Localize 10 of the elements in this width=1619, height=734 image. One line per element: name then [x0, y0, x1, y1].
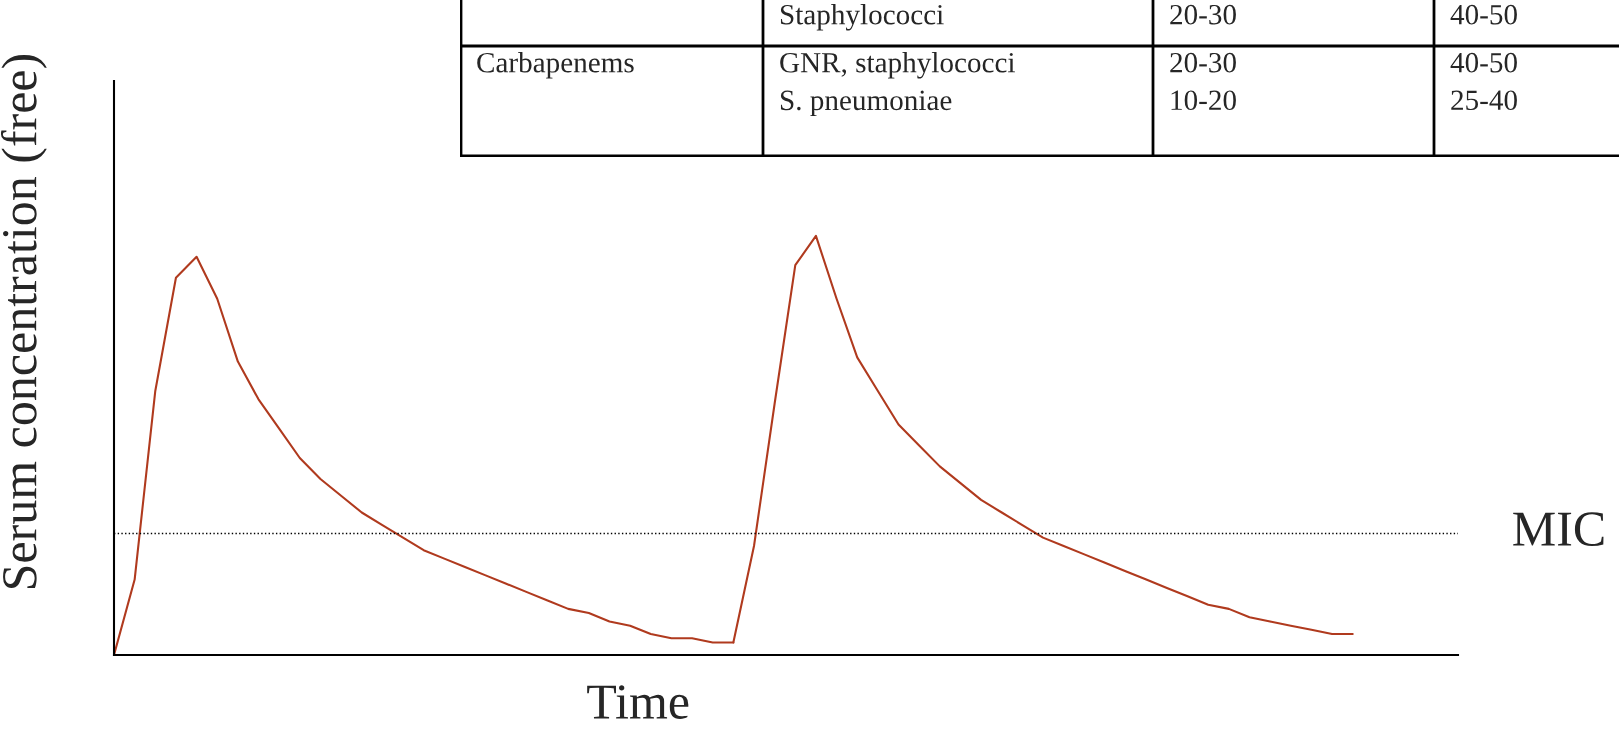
text: GNR, staphylococci S. pneumoniae — [780, 52, 1015, 117]
ref-line-label: MIC — [1513, 512, 1604, 546]
x-axis-title: Time — [587, 685, 689, 719]
text: Staphylococci — [780, 4, 944, 31]
y-axis-title: Serum concentration (free) — [0, 54, 47, 589]
text: 40-50 25-40 — [1450, 52, 1517, 111]
text: 20-30 — [1170, 4, 1236, 25]
text: 40-50 — [1450, 4, 1517, 25]
text: Carbapenems — [477, 52, 634, 79]
text: 20-30 10-20 — [1170, 52, 1236, 111]
